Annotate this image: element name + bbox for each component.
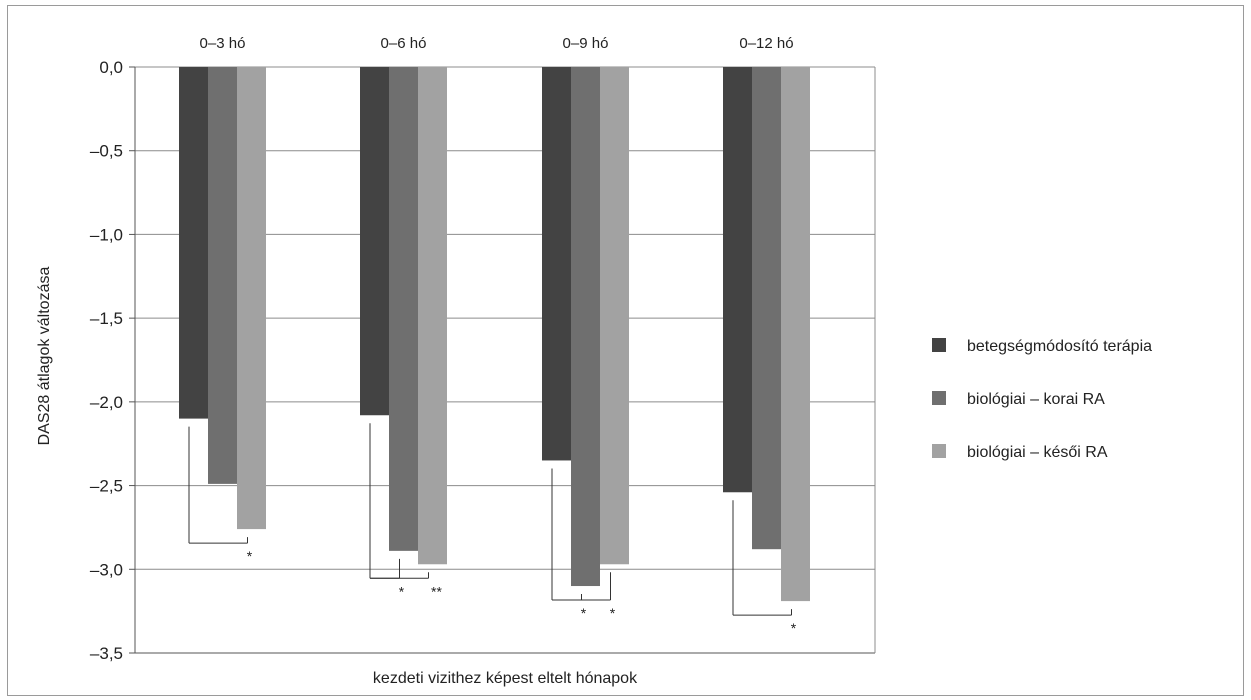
legend-label-2: biológiai – korai RA	[967, 391, 1105, 408]
y-axis-label: DAS28 átlagok változása	[36, 267, 53, 446]
legend-swatch-2	[932, 391, 946, 405]
significance-bracket: *	[552, 572, 616, 621]
significance-marker: *	[399, 583, 405, 599]
significance-marker: **	[431, 583, 442, 599]
y-tick-label: –3,0	[90, 560, 123, 579]
significance-marker: *	[581, 605, 587, 621]
significance-bracket: *	[732, 500, 797, 636]
category-label: 0–9 hó	[563, 35, 609, 52]
bar-2-4	[752, 67, 781, 550]
bar-3-4	[781, 67, 810, 602]
y-tick-label: 0,0	[99, 58, 123, 77]
bar-2-2	[389, 67, 418, 551]
significance-marker: *	[247, 548, 253, 564]
significance-bracket: **	[370, 572, 442, 599]
bar-2-3	[571, 67, 600, 587]
bar-2-1	[208, 67, 237, 484]
legend-label-1: betegségmódosító terápia	[967, 338, 1152, 355]
significance-bracket: *	[188, 426, 253, 564]
category-label: 0–12 hó	[739, 35, 793, 52]
y-tick-label: –3,5	[90, 644, 123, 663]
x-axis-label: kezdeti vizithez képest eltelt hónapok	[373, 670, 638, 687]
category-label: 0–3 hó	[200, 35, 246, 52]
legend-label-3: biológiai – késői RA	[967, 444, 1108, 461]
y-tick-label: –1,0	[90, 225, 123, 244]
legend-swatch-1	[932, 338, 946, 352]
y-tick-label: –0,5	[90, 142, 123, 161]
category-label: 0–6 hó	[381, 35, 427, 52]
bar-1-1	[179, 67, 208, 419]
bar-3-3	[600, 67, 629, 565]
bar-3-1	[237, 67, 266, 530]
bar-3-2	[418, 67, 447, 565]
y-tick-label: –1,5	[90, 309, 123, 328]
significance-marker: *	[791, 620, 797, 636]
bar-1-3	[542, 67, 571, 461]
y-tick-label: –2,5	[90, 477, 123, 496]
y-tick-label: –2,0	[90, 393, 123, 412]
bar-1-4	[723, 67, 752, 493]
significance-marker: *	[610, 605, 616, 621]
bar-1-2	[360, 67, 389, 416]
legend-swatch-3	[932, 444, 946, 458]
